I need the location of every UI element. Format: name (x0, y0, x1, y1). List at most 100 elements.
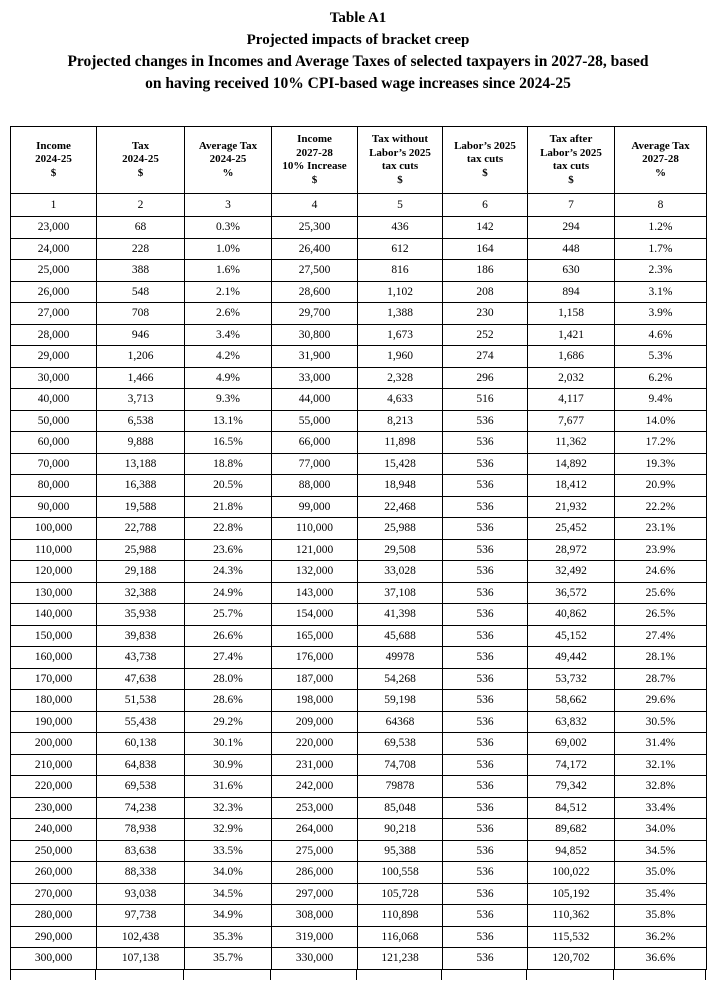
cell: 275,000 (271, 839, 358, 862)
cell: 29,508 (357, 538, 443, 561)
cell: 4,117 (527, 388, 615, 411)
cell: 30,000 (10, 366, 97, 389)
cell: 274 (442, 345, 528, 368)
cell: 13.1% (184, 409, 272, 432)
cell: 536 (442, 925, 528, 948)
cell: 120,702 (527, 947, 615, 970)
cell: 536 (442, 689, 528, 712)
cell: 536 (442, 947, 528, 970)
column-number-cell: 8 (614, 193, 707, 217)
cell: 100,022 (527, 861, 615, 884)
cell: 74,238 (96, 796, 185, 819)
cell: 250,000 (10, 839, 97, 862)
cell: 110,000 (271, 517, 358, 540)
cell: 1,206 (96, 345, 185, 368)
table-row: 300,000 107,138 35.7% 330,000 121,238 536 120,… (10, 947, 707, 970)
cell: 60,000 (10, 431, 97, 454)
cell: 6,538 (96, 409, 185, 432)
cell: 536 (442, 818, 528, 841)
table-row: 270,000 93,038 34.5% 297,000 105,728 536 105,1… (10, 882, 707, 905)
cell: 29.2% (184, 710, 272, 733)
column-number-cell: 4 (271, 193, 358, 217)
table-row: 130,000 32,388 24.9% 143,000 37,108 536 36,572… (10, 581, 707, 604)
cell: 83,638 (96, 839, 185, 862)
cell: 630 (527, 259, 615, 282)
cell: 1.0% (184, 237, 272, 260)
cell: 30,800 (271, 323, 358, 346)
cell: 8,213 (357, 409, 443, 432)
cell: 121,000 (271, 538, 358, 561)
cell: 25.7% (184, 603, 272, 626)
cell: 88,000 (271, 474, 358, 497)
cell: 66,000 (271, 431, 358, 454)
cell: 85,048 (357, 796, 443, 819)
cell: 270,000 (10, 882, 97, 905)
cell: 90,218 (357, 818, 443, 841)
cell: 27,000 (10, 302, 97, 325)
table-row: 27,000 708 2.6% 29,700 1,388 230 1,158 3.9% (10, 302, 707, 325)
table-row: 220,000 69,538 31.6% 242,000 79878 536 79,342 3… (10, 775, 707, 798)
cell: 25,000 (10, 259, 97, 282)
cell: 28.6% (184, 689, 272, 712)
cell: 210,000 (10, 753, 97, 776)
cell: 34.0% (614, 818, 707, 841)
cell: 186 (442, 259, 528, 282)
cell: 88,338 (96, 861, 185, 884)
cell: 90,000 (10, 495, 97, 518)
cell: 21,932 (527, 495, 615, 518)
cell: 24.3% (184, 560, 272, 583)
cell: 231,000 (271, 753, 358, 776)
cell: 294 (527, 216, 615, 239)
cell: 121,238 (357, 947, 443, 970)
cell: 25,452 (527, 517, 615, 540)
table-row: 120,000 29,188 24.3% 132,000 33,028 536 32,492… (10, 560, 707, 583)
cell: 32,492 (527, 560, 615, 583)
column-header: Tax without Labor’s 2025 tax cuts $ (357, 126, 443, 194)
cell: 3.9% (614, 302, 707, 325)
cell: 150,000 (10, 624, 97, 647)
cell: 58,662 (527, 689, 615, 712)
cell: 536 (442, 882, 528, 905)
cell: 34.9% (184, 904, 272, 927)
cell: 35.8% (614, 904, 707, 927)
cell: 388 (96, 259, 185, 282)
cell: 708 (96, 302, 185, 325)
cell: 260,000 (10, 861, 97, 884)
cell: 32.9% (184, 818, 272, 841)
cell: 68 (96, 216, 185, 239)
cell: 64,838 (96, 753, 185, 776)
table-row: 50,000 6,538 13.1% 55,000 8,213 536 7,677 14.0% (10, 409, 707, 432)
cell: 130,000 (10, 581, 97, 604)
table-subtitle: Projected impacts of bracket creep (246, 32, 470, 48)
cell: 252 (442, 323, 528, 346)
cell: 140,000 (10, 603, 97, 626)
cell: 23.9% (614, 538, 707, 561)
table-row: 70,000 13,188 18.8% 77,000 15,428 536 14,892 19… (10, 452, 707, 475)
table-row: 25,000 388 1.6% 27,500 816 186 630 2.3% (10, 259, 707, 282)
cell: 29,700 (271, 302, 358, 325)
cell: 132,000 (271, 560, 358, 583)
cell: 19,588 (96, 495, 185, 518)
cell: 220,000 (10, 775, 97, 798)
cell: 43,738 (96, 646, 185, 669)
cell: 21.8% (184, 495, 272, 518)
cell: 536 (442, 796, 528, 819)
cell: 296 (442, 366, 528, 389)
cell: 35.3% (184, 925, 272, 948)
cell: 253,000 (271, 796, 358, 819)
cell: 97,738 (96, 904, 185, 927)
cell: 164 (442, 237, 528, 260)
cell: 1,466 (96, 366, 185, 389)
cell: 19.3% (614, 452, 707, 475)
column-header: Income 2024-25 $ (10, 126, 97, 194)
cell: 14,892 (527, 452, 615, 475)
cell: 18,948 (357, 474, 443, 497)
cell: 894 (527, 280, 615, 303)
cell: 36.2% (614, 925, 707, 948)
cell: 1,960 (357, 345, 443, 368)
cell: 41,398 (357, 603, 443, 626)
cell: 190,000 (10, 710, 97, 733)
cell: 22,788 (96, 517, 185, 540)
cell: 40,000 (10, 388, 97, 411)
